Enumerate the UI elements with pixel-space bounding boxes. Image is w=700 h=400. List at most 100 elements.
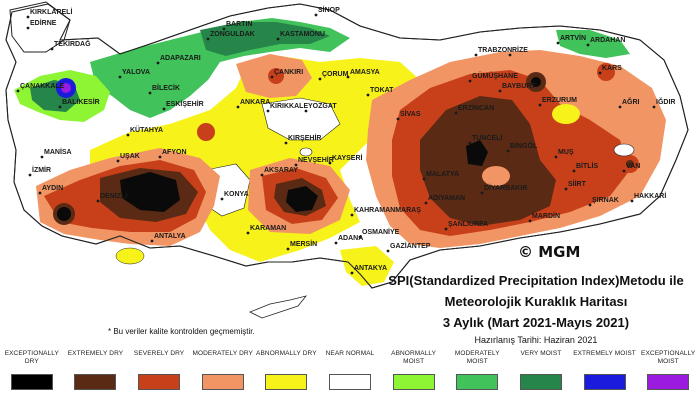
city-dot [422, 177, 426, 181]
city-label: AFYON [162, 149, 187, 156]
city-label: KONYA [224, 191, 249, 198]
drought-map: KIRKLARELİ EDİRNE TEKİRDAĞ ÇANAKKALE BALIKES… [5, 1, 689, 319]
city-label: KASTAMONU [280, 31, 325, 38]
exceptionally-dry-west [120, 172, 180, 212]
city-label: KIRKLARELİ [30, 8, 72, 16]
abnormally-dry-erzurum [552, 104, 580, 124]
city-label: KIRŞEHİR [288, 134, 321, 142]
city-label: MALATYA [426, 171, 459, 178]
city-label: DENİZLİ [100, 192, 127, 200]
legend-item: NEAR NORMAL [318, 350, 382, 390]
legend-label: EXTREMELY DRY [67, 350, 124, 357]
legend-swatch [138, 374, 181, 390]
legend-swatch [329, 374, 371, 390]
city-label: KAHRAMANMARAŞ [354, 207, 421, 214]
city-label: BARTIN [226, 21, 252, 28]
city-dot [206, 37, 210, 41]
city-label: MERSİN [290, 240, 317, 248]
city-dot [270, 75, 274, 79]
city-dot [58, 105, 62, 109]
city-label: ANTAKYA [354, 265, 387, 272]
legend-swatch [201, 374, 244, 390]
city-label: BİLECİK [152, 84, 180, 92]
legend-item: EXCEPTIONALLY DRY [0, 350, 64, 390]
city-dot [630, 199, 634, 203]
exceptionally-dry-tunceli [466, 140, 488, 166]
city-dot [366, 93, 370, 97]
city-label: AĞRI [622, 97, 640, 106]
legend-item: VERY MOIST [509, 350, 573, 390]
city-label: TUNCELİ [472, 134, 502, 142]
city-label: BİTLİS [576, 162, 598, 170]
legend-swatch [583, 374, 626, 390]
moderately-dry-diyarbakir [482, 166, 510, 186]
city-dot [236, 105, 240, 109]
legend-item: EXCEPTIONALLY MOIST [636, 350, 700, 390]
city-label: SİVAS [400, 110, 421, 118]
city-label: MUŞ [558, 149, 574, 156]
legend-label: EXTREMELY MOIST [573, 350, 636, 357]
city-dot [572, 169, 576, 173]
city-label: UŞAK [120, 153, 140, 160]
city-label: TRABZON [478, 47, 512, 54]
city-label: KÜTAHYA [130, 125, 163, 134]
city-dot [350, 213, 354, 217]
city-label: EDİRNE [30, 19, 57, 27]
city-dot [444, 227, 448, 231]
title-method: SPI(Standardized Precipitation Index)Met… [388, 273, 684, 288]
city-dot [284, 141, 288, 145]
city-dot [588, 203, 592, 207]
legend-swatch [10, 374, 53, 390]
city-label: NEVŞEHİR [298, 156, 334, 164]
city-label: KARAMAN [250, 225, 286, 232]
city-dot [396, 117, 400, 121]
city-label: KIRIKKALE [270, 103, 308, 110]
city-dot [156, 61, 160, 65]
city-label: AKSARAY [264, 167, 298, 174]
city-dot [480, 191, 484, 195]
city-label: ADIYAMAN [428, 195, 465, 202]
legend-label: ABNORMALLY DRY [256, 350, 317, 357]
city-dot [454, 111, 458, 115]
city-label: KAYSERİ [332, 154, 363, 162]
city-dot [468, 79, 472, 83]
city-labels: KIRKLARELİ EDİRNE TEKİRDAĞ ÇANAKKALE BALIKES… [16, 6, 675, 275]
legend-label: EXCEPTIONALLY MOIST [641, 350, 696, 365]
city-dot [586, 43, 590, 47]
city-dot [222, 27, 226, 31]
very-moist-north [200, 22, 330, 56]
legend-swatch [265, 374, 308, 390]
city-label: ÇORUM [322, 71, 349, 78]
city-dot [126, 133, 130, 137]
city-label: BAYBURT [502, 83, 536, 90]
city-label: ŞANLIURFA [448, 221, 488, 228]
city-dot [220, 197, 224, 201]
legend-label: SEVERELY DRY [133, 350, 185, 357]
city-label: VAN [626, 163, 640, 170]
city-dot [266, 109, 270, 113]
abnormally-dry-antalya [115, 247, 145, 265]
legend-swatch [456, 374, 499, 390]
city-label: ZONGULDAK [210, 31, 255, 38]
legend-swatch [392, 374, 435, 390]
legend-label: EXCEPTIONALLY DRY [4, 350, 59, 365]
title-period: 3 Aylık (Mart 2021-Mayıs 2021) [442, 315, 630, 330]
city-dot [506, 149, 510, 153]
legend-item: ABNORMALLY DRY [254, 350, 318, 390]
copyright-mgm: © MGM [518, 243, 581, 261]
severely-dry-kars [597, 63, 615, 81]
quality-note: * Bu veriler kalite kontrolden geçmemişt… [108, 327, 255, 336]
city-dot [358, 235, 362, 239]
exceptionally-moist-canakkale [61, 83, 71, 93]
extremely-dry-east [420, 96, 556, 226]
city-dot [158, 155, 162, 159]
city-dot [618, 105, 622, 109]
city-dot [314, 13, 318, 17]
city-label: SİİRT [568, 180, 587, 188]
city-dot [350, 271, 354, 275]
city-label: ERZİNCAN [458, 104, 494, 112]
city-label: BALIKESİR [62, 98, 100, 106]
map-title-block: SPI(Standardized Precipitation Index)Met… [380, 272, 692, 345]
city-label: TEKİRDAĞ [54, 39, 91, 48]
city-label: ÇANAKKALE [20, 83, 65, 90]
